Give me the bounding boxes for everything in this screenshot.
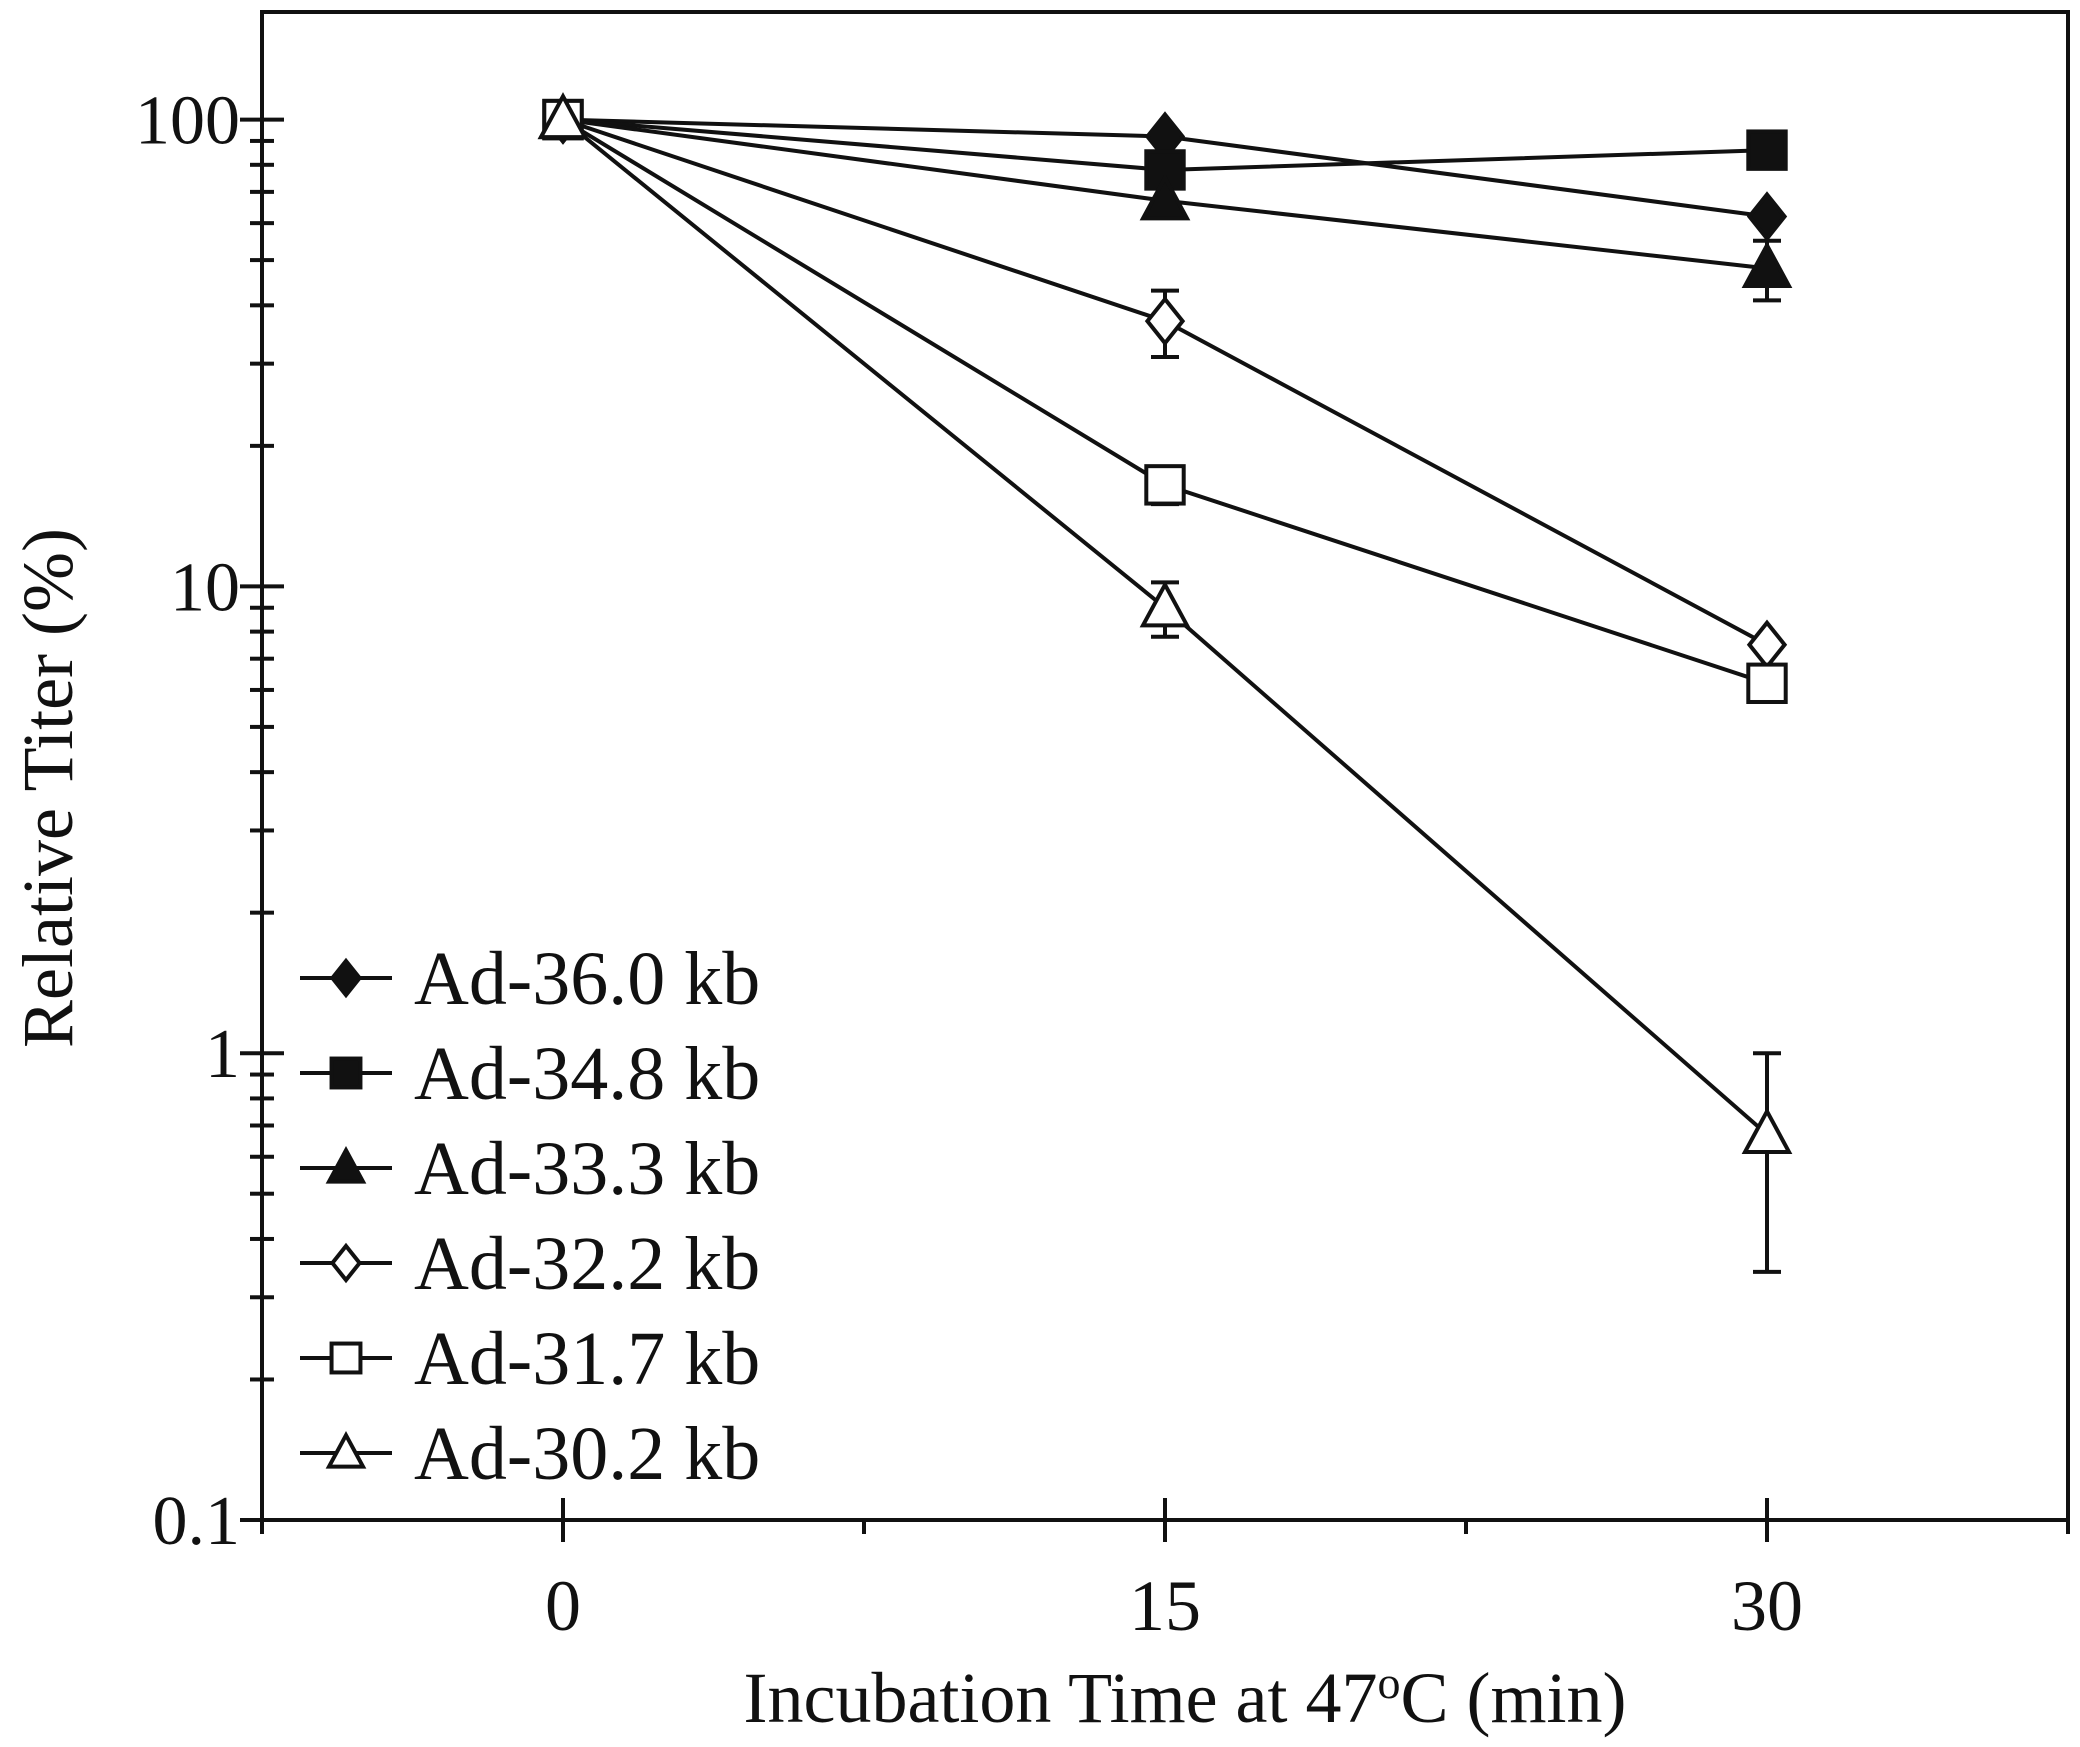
legend-item: Ad-31.7 kb — [300, 1317, 760, 1401]
data-point — [1144, 295, 1186, 347]
data-point — [1139, 173, 1191, 221]
legend-item: Ad-30.2 kb — [300, 1412, 760, 1496]
legend-marker — [329, 1242, 363, 1284]
data-point — [1139, 580, 1191, 628]
data-point — [1746, 129, 1788, 171]
data-point — [1741, 1107, 1793, 1154]
data-point — [1746, 662, 1788, 704]
series-5 — [537, 92, 1793, 1274]
legend-label: Ad-31.7 kb — [414, 1317, 760, 1401]
legend-label: Ad-32.2 kb — [414, 1222, 760, 1306]
legend-marker — [329, 1056, 363, 1090]
data-point — [1741, 241, 1793, 288]
data-point — [1144, 464, 1186, 506]
legend-marker — [325, 1430, 367, 1469]
data-point — [1746, 191, 1788, 242]
plot-area: 0.1 1 10 100 0 15 30 Ad-36.0 kb Ad-34.8 kb Ad-33.… — [135, 10, 2070, 1646]
y-tick-label: 1 — [205, 1016, 240, 1093]
legend-marker — [325, 1145, 367, 1184]
legend-item: Ad-36.0 kb — [300, 937, 760, 1021]
legend-item: Ad-34.8 kb — [300, 1032, 760, 1116]
x-axis-label-degree: o — [1378, 1657, 1401, 1708]
legend: Ad-36.0 kb Ad-34.8 kb Ad-33.3 kb Ad-32.2 kb… — [300, 937, 760, 1496]
legend-label: Ad-36.0 kb — [414, 937, 760, 1021]
legend-label: Ad-34.8 kb — [414, 1032, 760, 1116]
x-axis-label-main: Incubation Time at 47 — [744, 1658, 1378, 1738]
y-tick-label: 100 — [135, 83, 240, 160]
legend-marker — [329, 957, 363, 999]
y-tick-label: 0.1 — [153, 1483, 241, 1560]
y-tick-label: 10 — [170, 549, 240, 626]
x-axis-label-unit: C (min) — [1401, 1658, 1627, 1738]
x-tick-label: 0 — [545, 1566, 581, 1646]
y-axis-label: Relative Titer (%) — [8, 528, 88, 1048]
legend-label: Ad-33.3 kb — [414, 1127, 760, 1211]
data-point — [537, 92, 589, 140]
legend-label: Ad-30.2 kb — [414, 1412, 760, 1496]
x-axis-label: Incubation Time at 47oC (min) — [744, 1657, 1627, 1738]
legend-item: Ad-32.2 kb — [300, 1222, 760, 1306]
x-tick-label: 30 — [1731, 1566, 1803, 1646]
x-tick-label: 15 — [1129, 1566, 1201, 1646]
legend-marker — [329, 1341, 363, 1375]
data-point — [1746, 619, 1788, 670]
legend-item: Ad-33.3 kb — [300, 1127, 760, 1211]
